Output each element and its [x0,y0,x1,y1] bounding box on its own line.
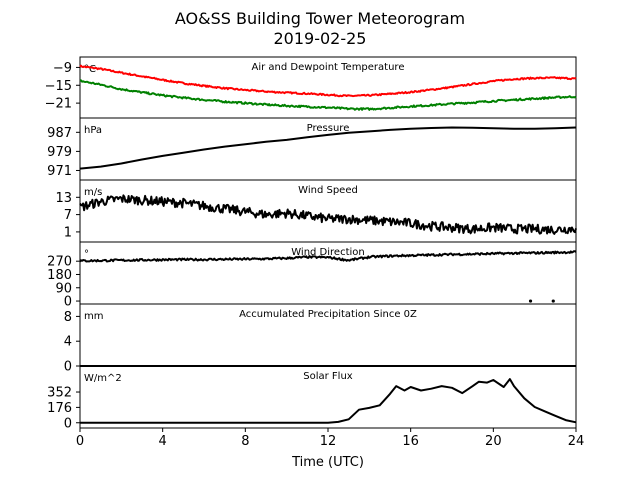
unit-label: m/s [84,187,102,198]
y-tick-label: −15 [45,79,72,94]
panel-pressure: 987 979 971 hPa Pressure [47,117,577,181]
y-tick-label: 1 [64,225,72,240]
panel-title: Wind Speed [298,185,358,196]
x-tick-label: 12 [320,434,337,449]
y-tick-label: 176 [47,401,72,416]
series-line-line [79,126,577,170]
y-tick-label: 971 [47,164,72,179]
series-line-dewpoint [79,79,577,111]
y-tick-label: 4 [64,335,72,350]
y-tick-label: 90 [55,281,72,296]
panel-title: Solar Flux [303,371,353,382]
y-tick-label: 180 [47,268,72,283]
y-tick-label: 987 [47,126,72,141]
y-tick-label: 270 [47,255,72,270]
panel-title: Wind Direction [291,247,365,258]
unit-label: W/m^2 [84,373,122,384]
x-tick-label: 16 [402,434,419,449]
unit-label: ° [84,249,89,260]
x-tick-label: 24 [568,434,585,449]
x-tick-label: 4 [159,434,167,449]
panel-accumulated-precipitation-since-0z: 8 4 0 mm Accumulated Precipitation Since 0Z [64,303,577,375]
panel-air-and-dewpoint-temperature: −9 −15 −21 °C Air and Dewpoint Temperature [45,56,577,119]
figure-title: AO&SS Building Tower Meteorogram [175,9,465,28]
unit-label: °C [84,64,96,75]
y-tick-label: 352 [47,386,72,401]
y-tick-label: 0 [64,360,72,375]
outlier-point [551,299,555,303]
outlier-point [528,299,533,303]
y-tick-label: −9 [53,61,72,76]
y-tick-label: 7 [64,208,72,223]
y-tick-label: 13 [55,191,72,206]
x-axis-label: Time (UTC) [291,455,364,470]
y-tick-label: 0 [64,295,72,310]
x-tick-label: 8 [241,434,249,449]
x-tick-label: 0 [76,434,84,449]
series-line-line [79,250,577,263]
unit-label: mm [84,311,103,322]
panels-group: −9 −15 −21 °C Air and Dewpoint Temperature 98… [45,56,585,449]
figure-subtitle: 2019-02-25 [274,29,367,48]
panel-title: Air and Dewpoint Temperature [252,62,405,73]
y-tick-label: 0 [64,416,72,431]
unit-label: hPa [84,125,102,136]
series-line-line [79,194,577,235]
panel-title: Pressure [307,123,350,134]
panel-title: Accumulated Precipitation Since 0Z [239,309,417,320]
y-tick-label: −21 [45,97,72,112]
y-tick-label: 8 [64,310,72,325]
panel-wind-speed: 13 7 1 m/s Wind Speed [55,179,577,243]
y-tick-label: 979 [47,145,72,160]
series-line-air_temp [79,64,577,98]
series-line-line [80,378,577,424]
x-tick-label: 20 [485,434,502,449]
